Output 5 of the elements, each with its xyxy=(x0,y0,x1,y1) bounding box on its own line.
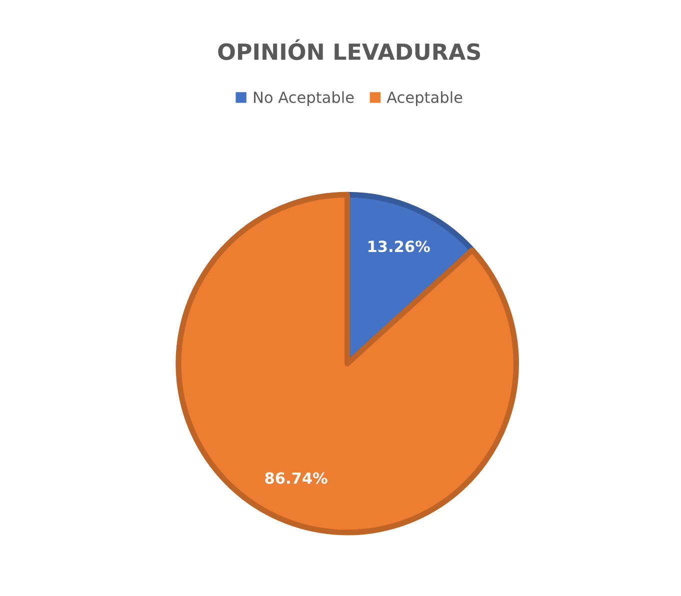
data-label: 13.26% xyxy=(368,240,430,252)
legend-label: No Aceptable xyxy=(254,91,354,106)
chart-title: OPINIÓN LEVADURAS xyxy=(218,39,480,60)
legend-label: Aceptable xyxy=(386,91,462,106)
data-label: 86.74% xyxy=(265,472,328,484)
